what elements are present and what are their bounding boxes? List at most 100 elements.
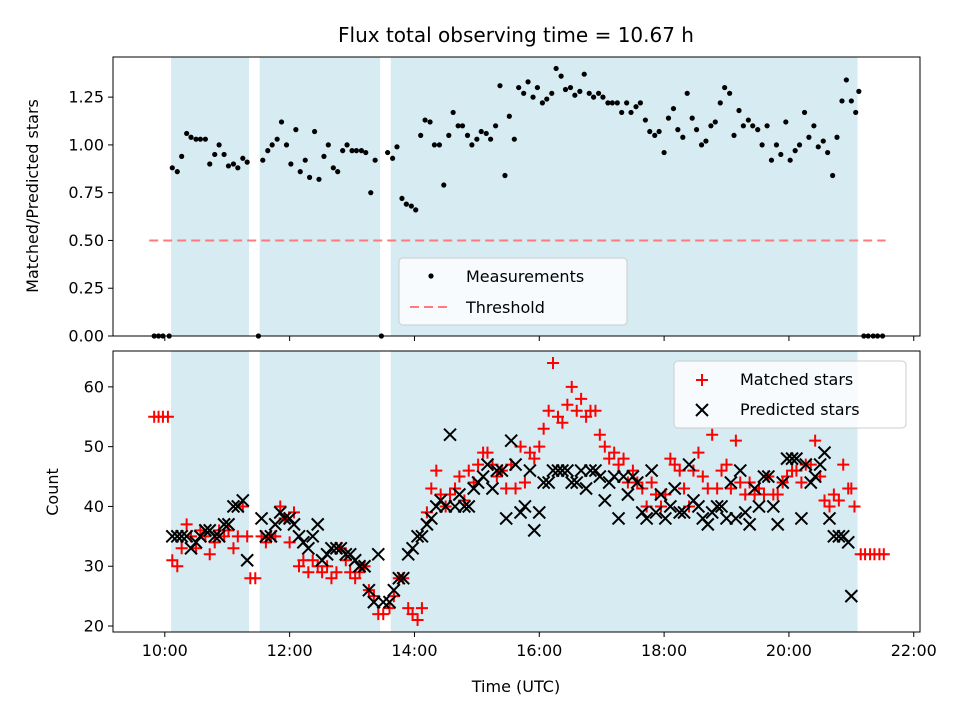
measurement-point [736,107,742,114]
matched-star-point [570,404,583,417]
matched-star-point [339,554,352,567]
predicted-star-point [179,529,194,544]
matched-star-point [175,542,188,555]
matched-star-point [302,566,315,579]
measurement-point [787,157,793,163]
matched-star-point [608,446,621,459]
measurement-point [642,117,648,123]
measurement-point [562,86,569,93]
matched-star-point [415,602,428,615]
matched-star-point [687,464,700,477]
matched-star-point [771,488,784,501]
measurement-point [483,130,489,137]
predicted-star-point [387,583,401,597]
measurement-point [530,94,536,100]
top-axes-frame [112,56,921,337]
measurement-point [418,132,424,138]
measurement-point [353,148,360,154]
predicted-star-point [376,595,390,609]
measurement-point [637,100,643,106]
measurement-point [815,144,821,150]
predicted-star-point [212,529,226,544]
matched-star-point [171,560,184,573]
matched-star-point [724,482,737,495]
matched-star-point [509,482,522,495]
matched-star-point [161,410,174,423]
measurement-point [283,142,290,148]
chart-title: Flux total observing time = 10.67 h [338,23,694,47]
matched-star-point [481,446,494,459]
predicted-star-point [410,529,425,544]
measurement-point [619,109,625,116]
predicted-star-point [565,475,579,490]
measurement-point [506,113,512,119]
predicted-star-point [789,451,804,466]
measurement-point [184,130,190,137]
matched-star-point [617,452,630,465]
measurement-point [450,109,456,116]
predicted-star-point [808,469,822,484]
predicted-star-point [560,463,575,478]
predicted-star-point [527,523,541,538]
predicted-star-point [710,499,724,514]
matched-star-point [208,536,221,549]
predicted-star-point [462,499,476,514]
matched-star-point [542,404,555,417]
bottom-panel: 20 30 40 50 60 10:00 12:00 14:00 16:00 18:00 20:0… [43,350,937,696]
matched-star-point [533,440,546,453]
matched-star-point [453,470,466,483]
matched-star-point [720,458,733,471]
measurement-point [712,119,718,125]
predicted-star-point [208,529,222,544]
predicted-star-point [766,499,781,514]
predicted-star-point [532,505,546,520]
predicted-star-point [658,511,673,526]
matched-star-point [729,434,742,447]
measurement-point [848,98,854,104]
measurement-point [413,207,419,213]
measurement-point [521,90,527,96]
measurement-point [703,138,709,144]
measurement-point [717,100,723,106]
matched-star-point [575,392,588,405]
predicted-star-point [240,553,254,567]
bottom-legend: Matched stars Predicted stars [673,360,907,429]
predicted-star-point [198,523,213,538]
top-y-axis: 0.00 0.25 0.50 0.75 1.00 1.25 [68,88,113,346]
measurement-point [722,84,728,91]
measurement-point [385,149,391,156]
matched-star-point [832,494,845,507]
measurement-point [534,84,541,91]
predicted-star-point [583,463,598,478]
measurement-point [207,161,213,167]
measurement-point [801,109,808,116]
measurement-point [344,142,350,148]
measurement-point [834,134,840,140]
predicted-star-point [174,529,189,544]
matched-star-point [425,482,438,495]
predicted-star-point [677,505,691,520]
measurement-point [693,127,700,133]
measurement-point [408,203,414,209]
measurement-point [459,123,466,129]
y-tick-label: 1.00 [68,135,104,154]
measurement-point [174,169,180,175]
predicted-star-point [714,499,729,514]
measurement-point [474,136,480,142]
matched-star-point [706,428,719,441]
predicted-star-point [504,433,518,448]
predicted-star-point [189,535,203,550]
y-tick-label: 0.25 [68,279,104,298]
matched-star-point [462,464,475,477]
predicted-star-point [644,463,659,478]
matched-star-point [837,458,850,471]
measurement-point [830,172,836,179]
measurement-point [628,109,634,116]
predicted-star-point [668,481,682,496]
measurement-point [820,138,826,144]
y-tick-label: 60 [84,377,104,396]
predicted-star-point [292,529,306,544]
measurement-point [539,100,546,106]
predicted-star-point [813,457,827,472]
predicted-star-point [476,469,490,484]
